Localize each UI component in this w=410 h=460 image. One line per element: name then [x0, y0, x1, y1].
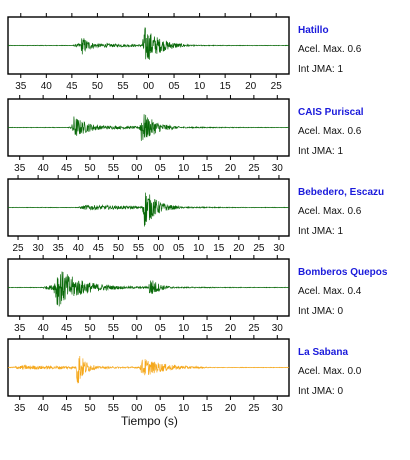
tick-label: 55 — [117, 81, 129, 92]
station-name: Bomberos Quepos — [298, 267, 388, 278]
tick-label: 05 — [155, 323, 167, 334]
tick-label: 00 — [153, 243, 165, 254]
int-jma: Int JMA: 0 — [298, 386, 343, 397]
waveform-trace — [8, 192, 289, 227]
tick-label: 20 — [233, 243, 245, 254]
tick-label: 00 — [131, 323, 143, 334]
station-name: CAIS Puriscal — [298, 107, 364, 118]
tick-label: 55 — [108, 163, 120, 174]
panel-5: 35 40 45 50 55 00 05 10 15 20 25 30 La Sabana Acel. M… — [7, 335, 362, 414]
int-jma: Int JMA: 1 — [298, 226, 343, 237]
tick-label: 50 — [92, 81, 104, 92]
tick-label: 45 — [93, 243, 105, 254]
tick-label: 45 — [66, 81, 78, 92]
waveform-trace — [7, 355, 290, 384]
tick-label: 00 — [131, 163, 143, 174]
tick-label: 40 — [38, 323, 50, 334]
tick-label: 10 — [178, 403, 190, 414]
tick-label: 50 — [84, 403, 96, 414]
int-jma: Int JMA: 1 — [298, 64, 343, 75]
tick-label: 30 — [33, 243, 45, 254]
tick-label: 10 — [178, 163, 190, 174]
tick-label: 40 — [38, 163, 50, 174]
tick-label: 20 — [225, 403, 237, 414]
tick-label: 20 — [225, 323, 237, 334]
tick-label: 40 — [73, 243, 85, 254]
waveform-trace — [7, 114, 290, 141]
accel-max: Acel. Max. 0.6 — [298, 44, 362, 55]
tick-label: 40 — [41, 81, 53, 92]
tick-label: 05 — [168, 81, 180, 92]
tick-label: 20 — [225, 163, 237, 174]
station-name: Bebedero, Escazu — [298, 187, 384, 198]
waveform-trace — [7, 271, 290, 307]
tick-label: 45 — [61, 403, 73, 414]
tick-label: 20 — [245, 81, 257, 92]
tick-label: 40 — [38, 403, 50, 414]
tick-label: 55 — [108, 403, 120, 414]
tick-label: 25 — [271, 81, 283, 92]
accel-max: Acel. Max. 0.6 — [298, 126, 362, 137]
int-jma: Int JMA: 1 — [298, 146, 343, 157]
tick-label: 35 — [14, 403, 26, 414]
tick-label: 10 — [194, 81, 206, 92]
tick-label: 25 — [248, 323, 260, 334]
int-jma: Int JMA: 0 — [298, 306, 343, 317]
accel-max: Acel. Max. 0.6 — [298, 206, 362, 217]
panel-2: 35 40 45 50 55 00 05 10 15 20 25 30 CAIS Puriscal Ace… — [7, 95, 364, 174]
tick-label: 00 — [143, 81, 155, 92]
tick-label: 30 — [272, 323, 284, 334]
accel-max: Acel. Max. 0.0 — [298, 366, 362, 377]
tick-label: 15 — [213, 243, 225, 254]
accel-max: Acel. Max. 0.4 — [298, 286, 362, 297]
tick-label: 35 — [14, 163, 26, 174]
tick-label: 25 — [253, 243, 265, 254]
tick-label: 10 — [193, 243, 205, 254]
tick-label: 15 — [201, 323, 213, 334]
tick-label: 05 — [173, 243, 185, 254]
waveform-trace — [7, 26, 290, 60]
tick-label: 55 — [133, 243, 145, 254]
tick-label: 30 — [273, 243, 285, 254]
tick-label: 35 — [15, 81, 27, 92]
tick-label: 10 — [178, 323, 190, 334]
panel-3: 25 30 35 40 45 50 55 00 05 10 15 20 25 30 Bebedero, Es… — [7, 175, 384, 254]
panel-1: 35 40 45 50 55 00 05 10 15 20 25 Hatillo Acel. Max. … — [7, 13, 362, 92]
station-name: La Sabana — [298, 347, 348, 358]
tick-label: 45 — [61, 163, 73, 174]
tick-label: 45 — [61, 323, 73, 334]
tick-label: 05 — [155, 403, 167, 414]
tick-label: 15 — [201, 403, 213, 414]
tick-label: 50 — [84, 163, 96, 174]
tick-label: 25 — [248, 163, 260, 174]
panel-4: 35 40 45 50 55 00 05 10 15 20 25 30 Bomberos Quepos A… — [7, 255, 388, 334]
station-name: Hatillo — [298, 25, 329, 36]
tick-label: 50 — [84, 323, 96, 334]
tick-label: 30 — [272, 403, 284, 414]
tick-label: 55 — [108, 323, 120, 334]
tick-label: 35 — [53, 243, 65, 254]
tick-label: 00 — [131, 403, 143, 414]
tick-label: 05 — [155, 163, 167, 174]
tick-label: 35 — [14, 323, 26, 334]
tick-label: 25 — [248, 403, 260, 414]
tick-label: 25 — [12, 243, 24, 254]
tick-label: 15 — [220, 81, 232, 92]
x-axis-title: Tiempo (s) — [121, 414, 178, 428]
tick-label: 30 — [272, 163, 284, 174]
tick-label: 15 — [201, 163, 213, 174]
tick-label: 50 — [113, 243, 125, 254]
